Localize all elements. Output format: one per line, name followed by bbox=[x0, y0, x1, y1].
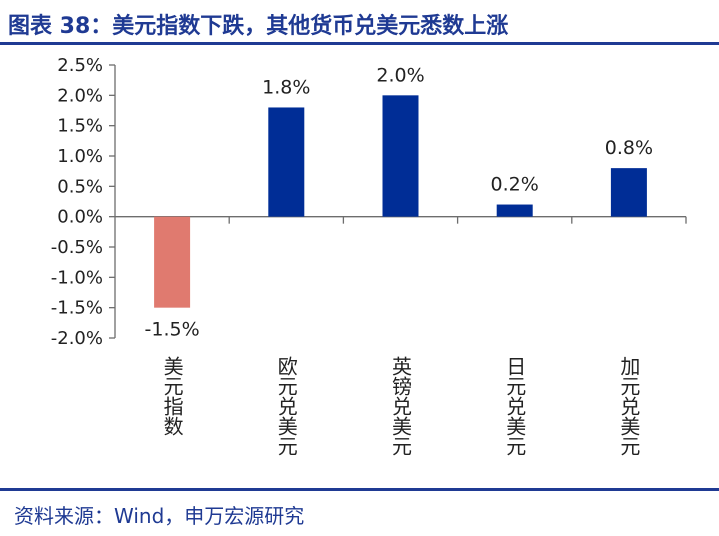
source-divider bbox=[0, 488, 719, 491]
source-note: 资料来源：Wind，申万宏源研究 bbox=[14, 504, 305, 528]
bar bbox=[382, 95, 419, 217]
y-tick-label: 1.0% bbox=[57, 146, 103, 167]
bar bbox=[496, 204, 533, 217]
y-tick-label: 2.5% bbox=[57, 55, 103, 76]
bar bbox=[268, 107, 305, 217]
category-label: 美元指数 bbox=[160, 356, 184, 436]
title-divider bbox=[0, 42, 719, 45]
data-label: 1.8% bbox=[262, 76, 310, 98]
data-label: 2.0% bbox=[376, 64, 424, 86]
bar-chart: -2.0% -1.5% -1.0% -0.5% 0.0% 0.5% 1.0% 1.5% 2.0%… bbox=[51, 55, 687, 456]
y-tick-label: 2.0% bbox=[57, 85, 103, 106]
category-label: 日元兑美元 bbox=[503, 356, 527, 456]
bar bbox=[610, 168, 647, 217]
y-tick-label: 0.5% bbox=[57, 176, 103, 197]
category-label: 英镑兑美元 bbox=[389, 356, 413, 456]
y-tick-label: -0.5% bbox=[51, 237, 103, 258]
figure-title: 图表 38：美元指数下跌，其他货币兑美元悉数上涨 bbox=[8, 14, 509, 39]
y-tick-label: -1.0% bbox=[51, 267, 103, 288]
category-label: 加元兑美元 bbox=[617, 356, 641, 456]
category-label: 欧元兑美元 bbox=[274, 356, 298, 456]
data-label: -1.5% bbox=[145, 319, 200, 341]
bar bbox=[154, 216, 191, 308]
y-tick-label: 0.0% bbox=[57, 207, 103, 228]
data-label: 0.8% bbox=[605, 137, 653, 159]
data-label: 0.2% bbox=[491, 174, 539, 196]
y-tick-label: -2.0% bbox=[51, 328, 103, 349]
y-tick-label: 1.5% bbox=[57, 116, 103, 137]
y-tick-label: -1.5% bbox=[51, 298, 103, 319]
